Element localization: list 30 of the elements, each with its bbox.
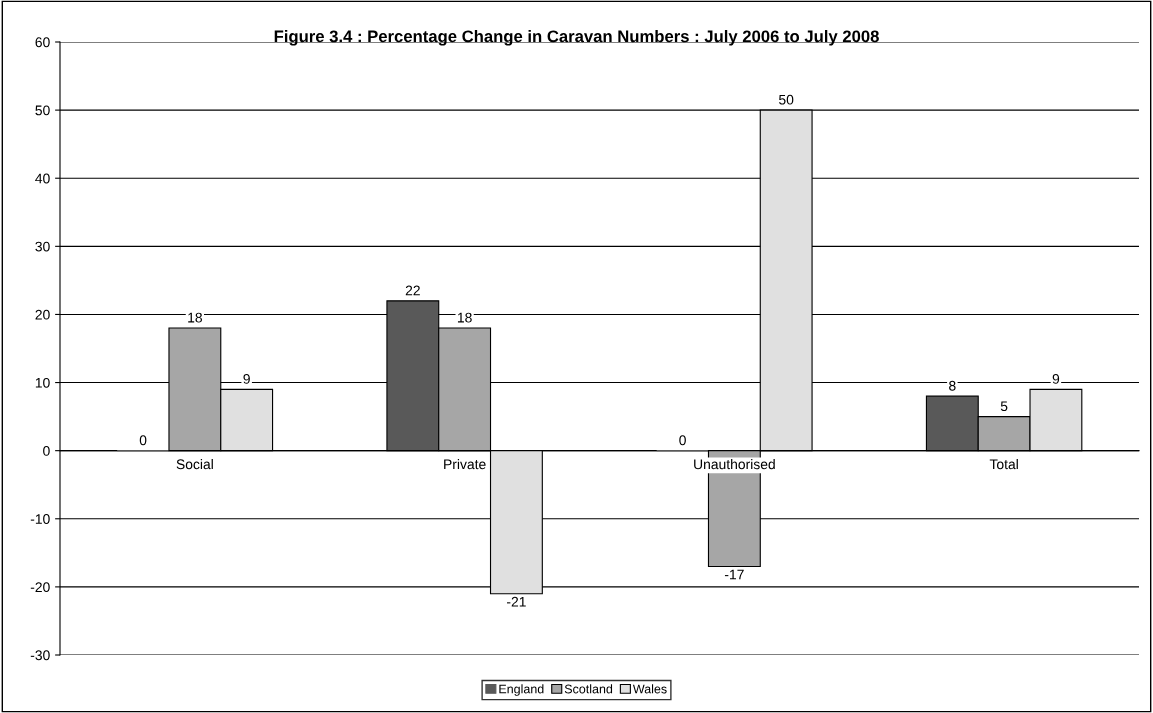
data-label: 8: [949, 380, 956, 391]
x-tick-label: Unauthorised: [694, 459, 775, 470]
x-tick-label: Total: [989, 459, 1018, 470]
data-label: -21: [507, 596, 526, 607]
y-tick-label: -10: [30, 514, 50, 524]
x-tick-label: Social: [176, 459, 213, 470]
y-tick-label: 50: [35, 105, 50, 116]
data-label: 0: [139, 435, 147, 446]
data-label: 0: [679, 435, 686, 446]
y-tick-label: -30: [30, 650, 50, 661]
legend-label: Wales: [632, 684, 667, 694]
y-tick-label: 30: [35, 241, 50, 252]
data-label: 22: [405, 285, 420, 296]
data-label: 18: [188, 312, 202, 323]
y-tick-label: 60: [35, 37, 50, 48]
data-label: 50: [779, 94, 794, 105]
data-label: 5: [1000, 401, 1008, 412]
legend-label: Scotland: [564, 684, 613, 694]
data-label: -17: [724, 569, 744, 580]
chart-title: Figure 3.4 : Percentage Change in Caravan Numbers : July 2006 to July 2008: [274, 30, 879, 46]
y-tick-label: -20: [30, 582, 50, 593]
y-tick-label: 0: [43, 446, 50, 456]
legend-label: England: [499, 684, 544, 696]
y-tick-label: 20: [35, 309, 50, 320]
x-tick-label: Private: [444, 459, 486, 470]
data-label: 18: [457, 312, 472, 323]
data-label: 9: [1052, 374, 1060, 384]
y-tick-label: 40: [35, 173, 50, 184]
data-label: 9: [243, 374, 250, 384]
y-tick-label: 10: [35, 377, 50, 388]
